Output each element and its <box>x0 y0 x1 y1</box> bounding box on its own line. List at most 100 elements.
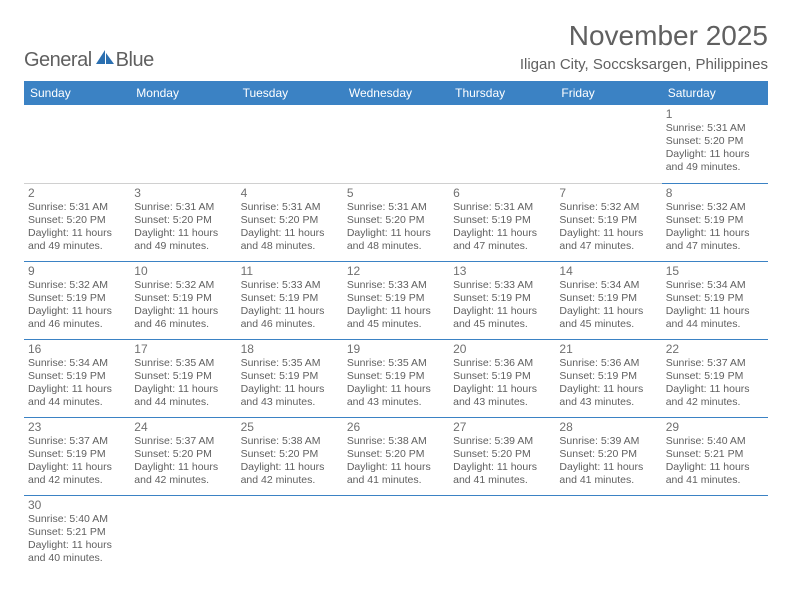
sunset-line: Sunset: 5:19 PM <box>347 370 445 383</box>
daylight-line-2: and 49 minutes. <box>666 161 764 174</box>
daylight-line-1: Daylight: 11 hours <box>241 227 339 240</box>
calendar-cell: 6Sunrise: 5:31 AMSunset: 5:19 PMDaylight… <box>449 183 555 261</box>
sunrise-line: Sunrise: 5:33 AM <box>347 279 445 292</box>
sunrise-line: Sunrise: 5:31 AM <box>666 122 764 135</box>
calendar-cell <box>237 105 343 183</box>
calendar-cell <box>555 495 661 573</box>
sunset-line: Sunset: 5:20 PM <box>134 214 232 227</box>
day-info: Sunrise: 5:31 AMSunset: 5:20 PMDaylight:… <box>347 201 445 254</box>
day-number: 15 <box>666 264 764 278</box>
calendar-cell: 16Sunrise: 5:34 AMSunset: 5:19 PMDayligh… <box>24 339 130 417</box>
calendar-cell: 17Sunrise: 5:35 AMSunset: 5:19 PMDayligh… <box>130 339 236 417</box>
day-info: Sunrise: 5:38 AMSunset: 5:20 PMDaylight:… <box>347 435 445 488</box>
day-info: Sunrise: 5:37 AMSunset: 5:19 PMDaylight:… <box>666 357 764 410</box>
calendar-cell: 11Sunrise: 5:33 AMSunset: 5:19 PMDayligh… <box>237 261 343 339</box>
calendar-cell: 15Sunrise: 5:34 AMSunset: 5:19 PMDayligh… <box>662 261 768 339</box>
calendar-cell: 25Sunrise: 5:38 AMSunset: 5:20 PMDayligh… <box>237 417 343 495</box>
sunset-line: Sunset: 5:19 PM <box>241 370 339 383</box>
calendar-cell: 21Sunrise: 5:36 AMSunset: 5:19 PMDayligh… <box>555 339 661 417</box>
day-number: 21 <box>559 342 657 356</box>
day-number: 22 <box>666 342 764 356</box>
sunset-line: Sunset: 5:20 PM <box>559 448 657 461</box>
calendar-cell: 2Sunrise: 5:31 AMSunset: 5:20 PMDaylight… <box>24 183 130 261</box>
day-number: 16 <box>28 342 126 356</box>
day-info: Sunrise: 5:31 AMSunset: 5:20 PMDaylight:… <box>241 201 339 254</box>
day-info: Sunrise: 5:40 AMSunset: 5:21 PMDaylight:… <box>28 513 126 566</box>
calendar-row: 2Sunrise: 5:31 AMSunset: 5:20 PMDaylight… <box>24 183 768 261</box>
daylight-line-1: Daylight: 11 hours <box>28 461 126 474</box>
col-monday: Monday <box>130 81 236 105</box>
sunrise-line: Sunrise: 5:35 AM <box>347 357 445 370</box>
col-tuesday: Tuesday <box>237 81 343 105</box>
sunset-line: Sunset: 5:19 PM <box>241 292 339 305</box>
daylight-line-2: and 40 minutes. <box>28 552 126 565</box>
daylight-line-1: Daylight: 11 hours <box>666 227 764 240</box>
calendar-cell <box>449 495 555 573</box>
day-number: 12 <box>347 264 445 278</box>
day-info: Sunrise: 5:32 AMSunset: 5:19 PMDaylight:… <box>559 201 657 254</box>
day-info: Sunrise: 5:36 AMSunset: 5:19 PMDaylight:… <box>453 357 551 410</box>
daylight-line-2: and 41 minutes. <box>559 474 657 487</box>
daylight-line-2: and 47 minutes. <box>559 240 657 253</box>
calendar-cell: 7Sunrise: 5:32 AMSunset: 5:19 PMDaylight… <box>555 183 661 261</box>
day-number: 14 <box>559 264 657 278</box>
sunset-line: Sunset: 5:19 PM <box>666 214 764 227</box>
daylight-line-1: Daylight: 11 hours <box>559 305 657 318</box>
sunset-line: Sunset: 5:19 PM <box>559 370 657 383</box>
day-info: Sunrise: 5:34 AMSunset: 5:19 PMDaylight:… <box>559 279 657 332</box>
daylight-line-2: and 48 minutes. <box>347 240 445 253</box>
calendar-cell: 27Sunrise: 5:39 AMSunset: 5:20 PMDayligh… <box>449 417 555 495</box>
sunrise-line: Sunrise: 5:37 AM <box>28 435 126 448</box>
day-header-row: Sunday Monday Tuesday Wednesday Thursday… <box>24 81 768 105</box>
day-info: Sunrise: 5:32 AMSunset: 5:19 PMDaylight:… <box>134 279 232 332</box>
calendar-cell: 22Sunrise: 5:37 AMSunset: 5:19 PMDayligh… <box>662 339 768 417</box>
daylight-line-2: and 48 minutes. <box>241 240 339 253</box>
daylight-line-1: Daylight: 11 hours <box>666 383 764 396</box>
calendar-cell: 24Sunrise: 5:37 AMSunset: 5:20 PMDayligh… <box>130 417 236 495</box>
calendar-cell <box>24 105 130 183</box>
calendar-cell <box>662 495 768 573</box>
daylight-line-2: and 43 minutes. <box>347 396 445 409</box>
day-number: 23 <box>28 420 126 434</box>
sunset-line: Sunset: 5:19 PM <box>666 292 764 305</box>
calendar-cell: 23Sunrise: 5:37 AMSunset: 5:19 PMDayligh… <box>24 417 130 495</box>
daylight-line-2: and 45 minutes. <box>559 318 657 331</box>
day-number: 26 <box>347 420 445 434</box>
daylight-line-1: Daylight: 11 hours <box>28 305 126 318</box>
daylight-line-1: Daylight: 11 hours <box>347 227 445 240</box>
sunset-line: Sunset: 5:20 PM <box>134 448 232 461</box>
sunrise-line: Sunrise: 5:31 AM <box>453 201 551 214</box>
day-info: Sunrise: 5:31 AMSunset: 5:19 PMDaylight:… <box>453 201 551 254</box>
calendar-cell <box>343 105 449 183</box>
day-info: Sunrise: 5:38 AMSunset: 5:20 PMDaylight:… <box>241 435 339 488</box>
calendar-cell: 3Sunrise: 5:31 AMSunset: 5:20 PMDaylight… <box>130 183 236 261</box>
col-friday: Friday <box>555 81 661 105</box>
day-number: 7 <box>559 186 657 200</box>
day-info: Sunrise: 5:35 AMSunset: 5:19 PMDaylight:… <box>347 357 445 410</box>
sunset-line: Sunset: 5:19 PM <box>28 448 126 461</box>
calendar-cell: 8Sunrise: 5:32 AMSunset: 5:19 PMDaylight… <box>662 183 768 261</box>
calendar-cell <box>130 105 236 183</box>
daylight-line-2: and 46 minutes. <box>134 318 232 331</box>
daylight-line-2: and 45 minutes. <box>453 318 551 331</box>
sunset-line: Sunset: 5:19 PM <box>347 292 445 305</box>
sunrise-line: Sunrise: 5:38 AM <box>347 435 445 448</box>
sunrise-line: Sunrise: 5:37 AM <box>666 357 764 370</box>
calendar-cell: 26Sunrise: 5:38 AMSunset: 5:20 PMDayligh… <box>343 417 449 495</box>
calendar-cell: 28Sunrise: 5:39 AMSunset: 5:20 PMDayligh… <box>555 417 661 495</box>
sail-icon <box>94 48 116 71</box>
day-number: 4 <box>241 186 339 200</box>
day-number: 13 <box>453 264 551 278</box>
day-info: Sunrise: 5:32 AMSunset: 5:19 PMDaylight:… <box>28 279 126 332</box>
daylight-line-1: Daylight: 11 hours <box>559 227 657 240</box>
calendar-cell: 20Sunrise: 5:36 AMSunset: 5:19 PMDayligh… <box>449 339 555 417</box>
sunrise-line: Sunrise: 5:32 AM <box>28 279 126 292</box>
day-info: Sunrise: 5:31 AMSunset: 5:20 PMDaylight:… <box>666 122 764 175</box>
daylight-line-1: Daylight: 11 hours <box>134 461 232 474</box>
day-number: 17 <box>134 342 232 356</box>
daylight-line-2: and 43 minutes. <box>241 396 339 409</box>
daylight-line-1: Daylight: 11 hours <box>453 383 551 396</box>
location-subtitle: Iligan City, Soccsksargen, Philippines <box>520 56 768 73</box>
sunset-line: Sunset: 5:20 PM <box>241 214 339 227</box>
daylight-line-1: Daylight: 11 hours <box>559 461 657 474</box>
